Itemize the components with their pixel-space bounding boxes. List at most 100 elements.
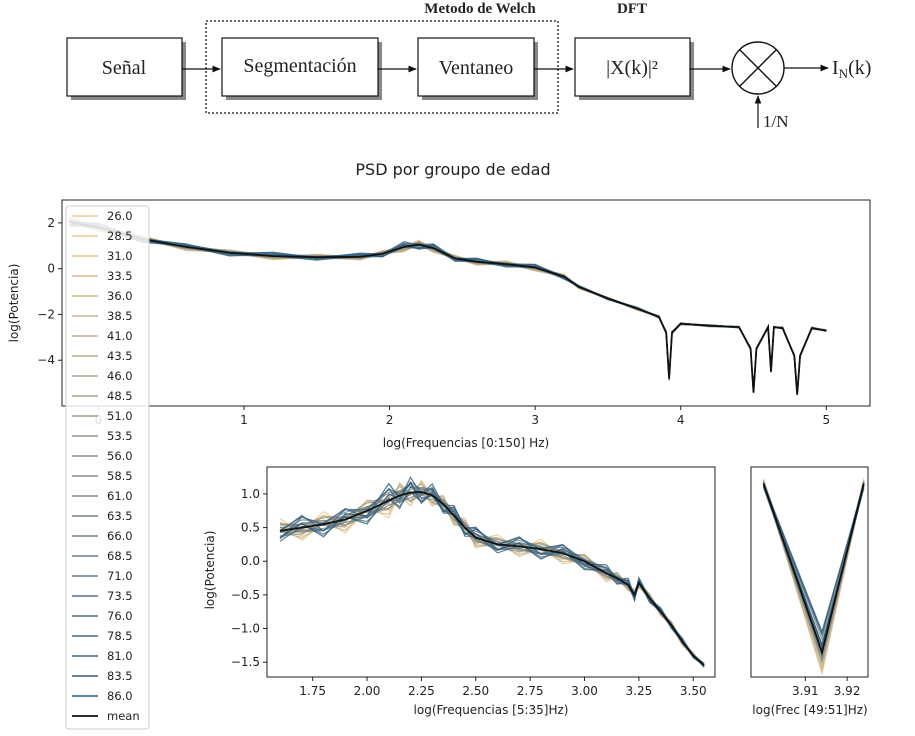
legend-label: 66.0 bbox=[107, 529, 133, 543]
legend-label: 38.5 bbox=[107, 309, 133, 323]
mid-xtick-label: 2.25 bbox=[408, 684, 435, 698]
mid-ytick-label: 0.5 bbox=[241, 521, 260, 535]
main-chart-title: PSD por groupo de edad bbox=[355, 160, 550, 179]
zoom-series-86.0 bbox=[762, 485, 865, 648]
mid-series-86.0 bbox=[279, 481, 705, 666]
zoom-series-71.0 bbox=[762, 482, 865, 647]
mid-series-83.5 bbox=[279, 476, 705, 664]
legend-label: 81.0 bbox=[107, 649, 133, 663]
mid-ytick-label: −0.5 bbox=[231, 588, 260, 602]
mid-xtick-label: 3.25 bbox=[626, 684, 653, 698]
dft-group-label: DFT bbox=[617, 1, 647, 17]
segmentation-block bbox=[221, 37, 379, 97]
mid-series-53.5 bbox=[279, 486, 705, 666]
mid-series-31.0 bbox=[279, 483, 705, 669]
welch-group-label: Metodo de Welch bbox=[424, 1, 536, 17]
windowing-block bbox=[417, 37, 535, 97]
signal-block-label: Señal bbox=[102, 57, 147, 79]
mid-ytick-label: −1.0 bbox=[231, 622, 260, 636]
legend-label: 58.5 bbox=[107, 469, 133, 483]
legend-label: 31.0 bbox=[107, 249, 133, 263]
zoom-series-mean bbox=[762, 483, 865, 656]
legend-label: 63.5 bbox=[107, 509, 133, 523]
legend-label: 41.0 bbox=[107, 329, 133, 343]
zoom-xtick-label: 3.91 bbox=[792, 684, 819, 698]
multiplier-input-label: 1/N bbox=[763, 112, 789, 131]
legend-label: 78.5 bbox=[107, 629, 133, 643]
main-ytick-label: −4 bbox=[37, 353, 55, 367]
mid-chart-frame bbox=[266, 466, 716, 678]
legend-label: 83.5 bbox=[107, 669, 133, 683]
legend-label: 46.0 bbox=[107, 369, 133, 383]
mid-series-43.5 bbox=[279, 486, 705, 667]
mid-xtick-label: 2.00 bbox=[354, 684, 381, 698]
mid-series-71.0 bbox=[279, 486, 705, 665]
legend-label: 73.5 bbox=[107, 589, 133, 603]
main-xtick-label: 2 bbox=[386, 413, 394, 427]
legend-label: 28.5 bbox=[107, 229, 133, 243]
mid-series-26.0 bbox=[279, 479, 705, 667]
dft-block-label: |X(k)|² bbox=[606, 57, 658, 79]
legend-label: 53.5 bbox=[107, 429, 133, 443]
main-chart-frame bbox=[61, 199, 871, 407]
main-chart-curves bbox=[69, 216, 827, 396]
mid-xtick-label: 3.50 bbox=[680, 684, 707, 698]
main-series-71.0 bbox=[69, 224, 827, 395]
legend-label-mean: mean bbox=[107, 709, 140, 723]
mid-chart-xlabel: log(Frequencias [5:35]Hz) bbox=[414, 703, 569, 717]
multiplier-cross bbox=[739, 49, 777, 87]
mid-chart-ylabel: log(Potencia) bbox=[203, 531, 217, 610]
legend: 26.0 28.5 31.0 33.5 36.0 38.5 41.0 43.5 46.0 48.5… bbox=[65, 205, 150, 730]
legend-label: 36.0 bbox=[107, 289, 133, 303]
legend-label: 86.0 bbox=[107, 689, 133, 703]
main-series-mean bbox=[69, 220, 827, 395]
legend-label: 26.0 bbox=[107, 209, 133, 223]
mid-ytick-label: −1.5 bbox=[231, 655, 260, 669]
mid-series-63.5 bbox=[279, 487, 705, 665]
segmentation-block-label: Segmentación bbox=[243, 55, 356, 77]
zoom-series-63.5 bbox=[762, 482, 865, 642]
windowing-block-label: Ventaneo bbox=[439, 57, 513, 79]
zoom-chart-curves bbox=[762, 478, 865, 676]
mid-series-mean bbox=[279, 490, 705, 667]
mid-xtick-label: 2.75 bbox=[517, 684, 544, 698]
main-xtick-label: 1 bbox=[240, 413, 248, 427]
zoom-chart-xlabel: log(Frec [49:51]Hz) bbox=[752, 703, 867, 717]
legend-label: 33.5 bbox=[107, 269, 133, 283]
dft-block bbox=[574, 37, 691, 97]
signal-block bbox=[66, 37, 183, 97]
legend-label: 51.0 bbox=[107, 409, 133, 423]
main-ytick-label: −2 bbox=[37, 307, 55, 321]
legend-label: 43.5 bbox=[107, 349, 133, 363]
legend-label: 56.0 bbox=[107, 449, 133, 463]
main-xtick-label: 5 bbox=[823, 413, 831, 427]
mid-xtick-label: 3.00 bbox=[571, 684, 598, 698]
main-ytick-label: 2 bbox=[47, 216, 55, 230]
zoom-series-41.0 bbox=[762, 483, 865, 672]
legend-label: 76.0 bbox=[107, 609, 133, 623]
mid-xtick-label: 1.75 bbox=[299, 684, 326, 698]
block-diagram: Metodo de Welch DFT Señal Segmentación V… bbox=[66, 1, 871, 131]
main-xtick-label: 4 bbox=[677, 413, 685, 427]
zoom-xtick-label: 3.92 bbox=[834, 684, 861, 698]
legend-label: 68.5 bbox=[107, 549, 133, 563]
main-xtick-label: 3 bbox=[531, 413, 539, 427]
legend-label: 61.0 bbox=[107, 489, 133, 503]
main-chart-xlabel: log(Frequencias [0:150] Hz) bbox=[383, 436, 549, 450]
output-label: IN(k) bbox=[832, 57, 871, 81]
zoom-chart-ticks: 3.91 3.92 bbox=[792, 677, 861, 698]
main-ytick-label: 0 bbox=[47, 262, 55, 276]
mid-ytick-label: 0.0 bbox=[241, 554, 260, 568]
main-series-78.5 bbox=[69, 225, 827, 395]
main-chart-ylabel: log(Potencia) bbox=[7, 264, 21, 343]
legend-label: 48.5 bbox=[107, 389, 133, 403]
mid-xtick-label: 2.50 bbox=[462, 684, 489, 698]
legend-label: 71.0 bbox=[107, 569, 133, 583]
mid-ytick-label: 1.0 bbox=[241, 487, 260, 501]
zoom-series-83.5 bbox=[762, 483, 865, 634]
mid-chart-ticks: 1.75 2.00 2.25 2.50 2.75 3.00 3.25 3.50 1.0 0.5 0.… bbox=[231, 487, 707, 698]
mid-chart-curves bbox=[279, 476, 705, 669]
zoom-chart-frame bbox=[750, 466, 869, 678]
welch-group-box bbox=[205, 20, 559, 114]
